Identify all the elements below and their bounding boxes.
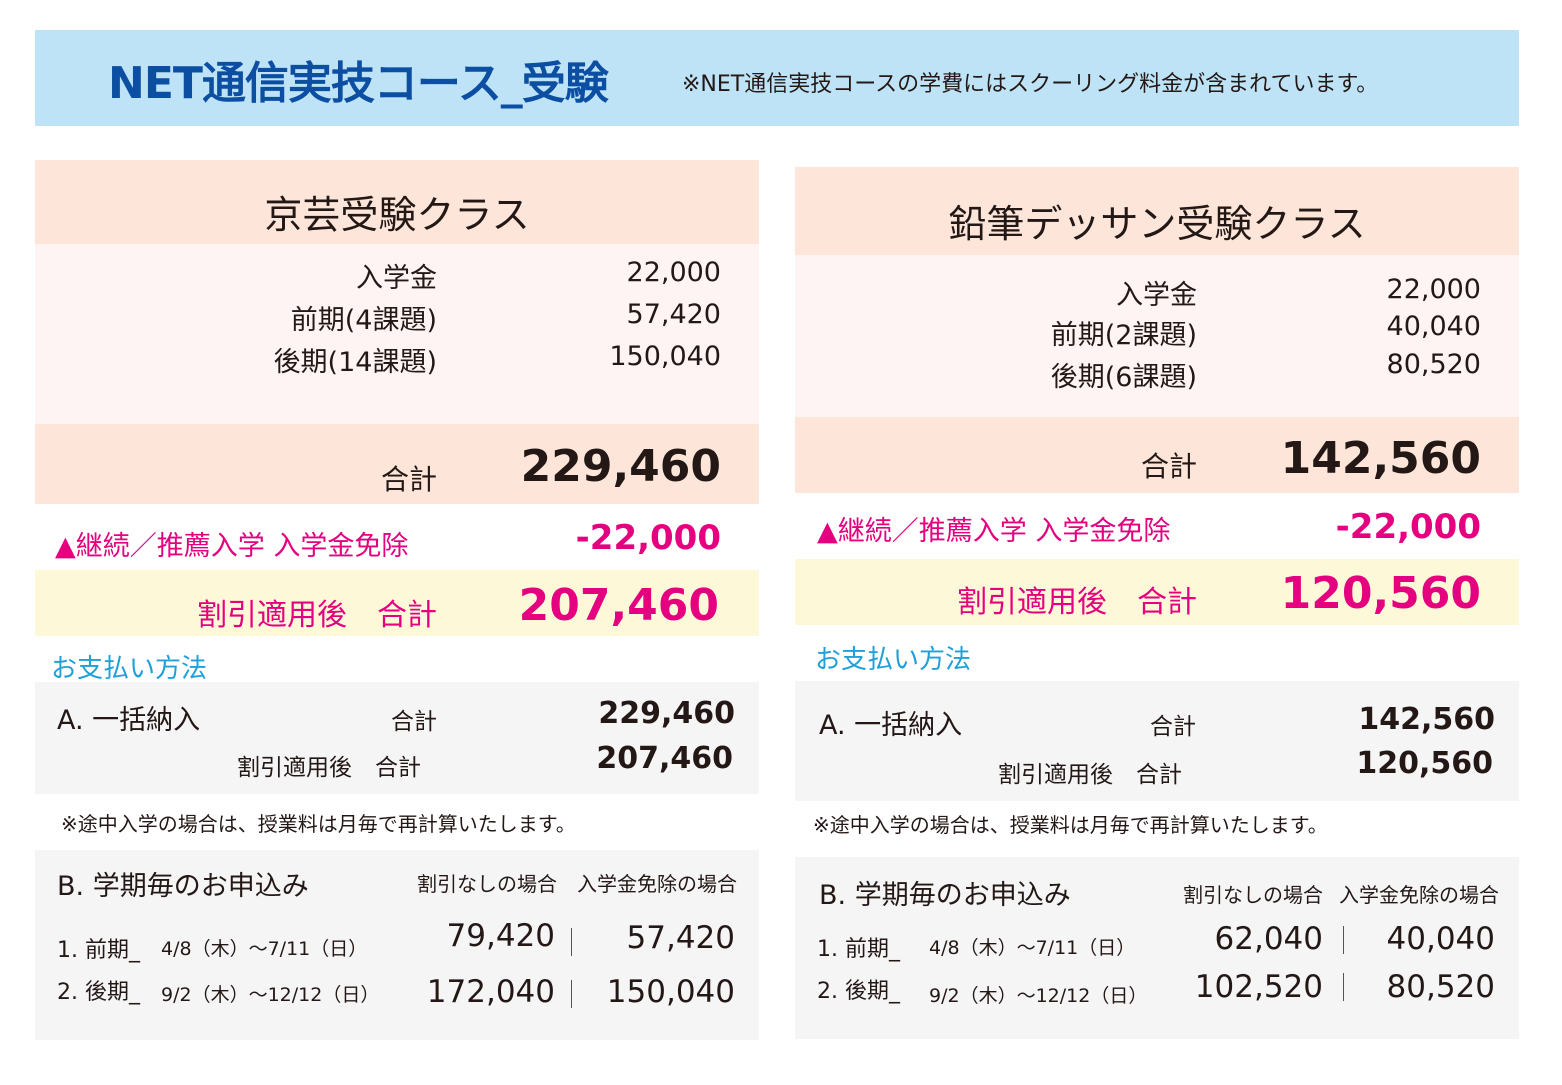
after-value: 207,460 xyxy=(518,580,719,631)
total-value: 229,460 xyxy=(520,441,721,492)
class-panel-pencil: 鉛筆デッサン受験クラス 入学金 22,000 前期(2課題) 40,040 後期… xyxy=(795,167,1519,1039)
fee-label: 前期(4課題) xyxy=(290,305,437,336)
midterm-note: ※途中入学の場合は、授業料は月毎で再計算いたします。 xyxy=(813,813,1328,837)
term-value-waived: 40,040 xyxy=(1386,921,1495,957)
payment-heading: お支払い方法 xyxy=(815,645,972,675)
fee-value: 150,040 xyxy=(609,341,721,372)
col-no-discount: 割引なしの場合 xyxy=(1183,883,1323,907)
after-label: 割引適用後 合計 xyxy=(957,585,1197,620)
class-title: 鉛筆デッサン受験クラス xyxy=(948,202,1366,246)
midterm-note: ※途中入学の場合は、授業料は月毎で再計算いたします。 xyxy=(61,812,576,836)
method-b-band xyxy=(795,857,1519,1039)
term-name: 1. 前期_ xyxy=(57,938,140,963)
after-band xyxy=(35,570,759,636)
term-name: 2. 後期_ xyxy=(57,980,140,1005)
fee-label: 後期(6課題) xyxy=(1050,362,1197,393)
term-dates: 4/8（木）〜7/11（日） xyxy=(161,938,368,960)
class-title-band xyxy=(795,167,1519,255)
method-a-total-value: 142,560 xyxy=(1358,702,1495,737)
after-label: 割引適用後 合計 xyxy=(197,598,437,633)
term-value-no-discount: 79,420 xyxy=(446,918,555,954)
total-value: 142,560 xyxy=(1280,433,1481,484)
discount-label: ▲継続／推薦入学 入学金免除 xyxy=(817,516,1171,547)
term-value-waived: 57,420 xyxy=(626,920,735,956)
term-value-no-discount: 62,040 xyxy=(1214,921,1323,957)
term-dates: 9/2（木）〜12/12（日） xyxy=(929,985,1148,1007)
total-label: 合計 xyxy=(380,463,437,496)
fee-label: 入学金 xyxy=(356,263,437,294)
method-a-title: A. 一括納入 xyxy=(57,705,201,736)
discount-band xyxy=(35,504,759,570)
class-panel-kyogei: 京芸受験クラス 入学金 22,000 前期(4課題) 57,420 後期(14課… xyxy=(35,160,759,1040)
method-a-after-value: 207,460 xyxy=(596,741,733,776)
term-value-waived: 80,520 xyxy=(1386,969,1495,1005)
fee-value: 22,000 xyxy=(1386,274,1481,305)
divider xyxy=(1343,973,1344,1001)
class-title: 京芸受験クラス xyxy=(264,193,530,237)
fee-value: 40,040 xyxy=(1386,311,1481,342)
fee-label: 前期(2課題) xyxy=(1050,320,1197,351)
col-fee-waived: 入学金免除の場合 xyxy=(1339,883,1499,907)
method-a-total-label: 合計 xyxy=(391,709,437,735)
divider xyxy=(1343,926,1344,954)
term-value-no-discount: 102,520 xyxy=(1194,969,1323,1005)
fee-value: 57,420 xyxy=(626,299,721,330)
term-name: 1. 前期_ xyxy=(817,937,900,962)
divider xyxy=(571,980,572,1008)
fee-value: 22,000 xyxy=(626,257,721,288)
term-dates: 9/2（木）〜12/12（日） xyxy=(161,984,380,1006)
payment-heading: お支払い方法 xyxy=(51,654,208,684)
method-a-title: A. 一括納入 xyxy=(819,710,963,741)
col-fee-waived: 入学金免除の場合 xyxy=(577,872,737,896)
discount-value: -22,000 xyxy=(1335,507,1481,547)
total-band xyxy=(35,424,759,504)
method-a-after-value: 120,560 xyxy=(1356,746,1493,781)
method-b-title: B. 学期毎のお申込み xyxy=(819,880,1071,911)
method-a-band xyxy=(35,682,759,794)
fee-label: 後期(14課題) xyxy=(273,347,437,378)
fee-band xyxy=(795,255,1519,417)
header-banner xyxy=(35,30,1519,126)
page-title: NET通信実技コース_受験 xyxy=(108,58,609,109)
class-title-band xyxy=(35,160,759,244)
discount-label: ▲継続／推薦入学 入学金免除 xyxy=(55,531,409,562)
method-b-band xyxy=(35,850,759,1040)
discount-value: -22,000 xyxy=(575,518,721,558)
fee-value: 80,520 xyxy=(1386,349,1481,380)
method-a-after-label: 割引適用後 合計 xyxy=(237,755,421,781)
total-band xyxy=(795,417,1519,493)
after-value: 120,560 xyxy=(1280,568,1481,619)
method-a-total-label: 合計 xyxy=(1150,714,1196,740)
method-a-band xyxy=(795,681,1519,801)
fee-label: 入学金 xyxy=(1116,280,1197,311)
header-note: ※NET通信実技コースの学費にはスクーリング料金が含まれています。 xyxy=(682,72,1379,97)
total-label: 合計 xyxy=(1140,450,1197,483)
method-a-after-label: 割引適用後 合計 xyxy=(998,762,1182,788)
term-value-no-discount: 172,040 xyxy=(426,974,555,1010)
discount-band xyxy=(795,493,1519,559)
divider xyxy=(571,928,572,956)
method-b-title: B. 学期毎のお申込み xyxy=(57,871,309,902)
method-a-total-value: 229,460 xyxy=(598,696,735,731)
col-no-discount: 割引なしの場合 xyxy=(417,872,557,896)
term-value-waived: 150,040 xyxy=(606,974,735,1010)
after-band xyxy=(795,559,1519,625)
term-name: 2. 後期_ xyxy=(817,979,900,1004)
term-dates: 4/8（木）〜7/11（日） xyxy=(929,937,1136,959)
